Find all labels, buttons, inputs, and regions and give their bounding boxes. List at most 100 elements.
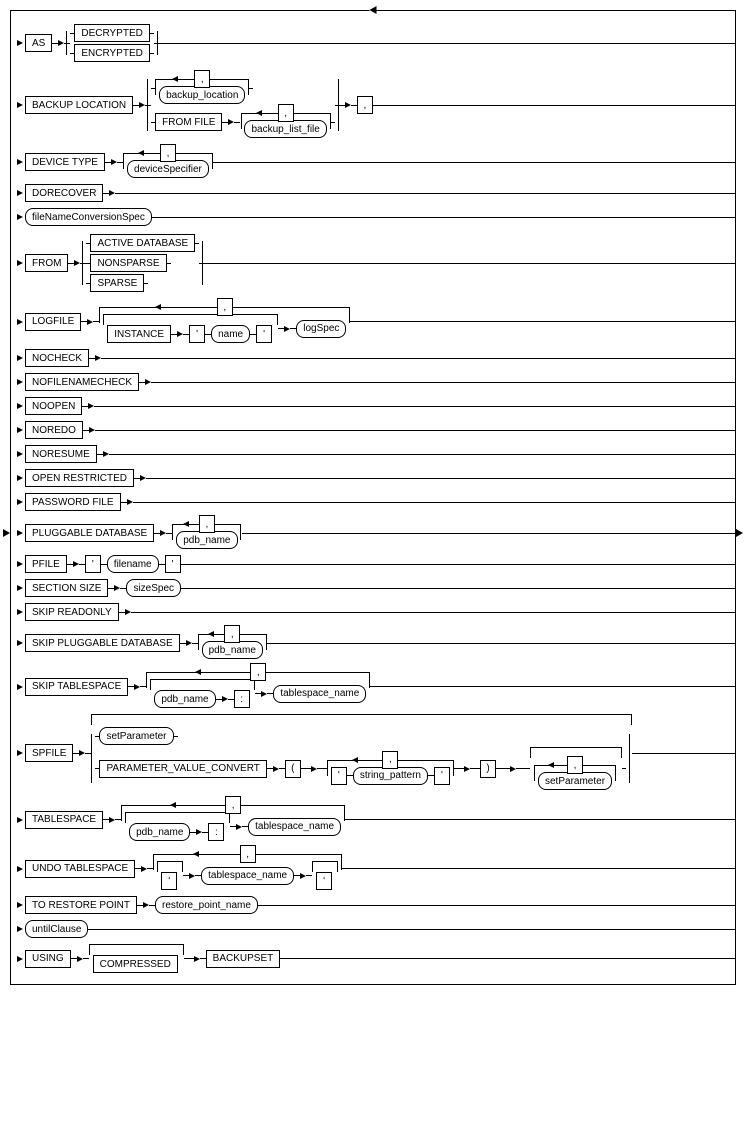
- keyword: TABLESPACE: [25, 811, 103, 829]
- literal: ,: [278, 104, 294, 122]
- literal: ,: [382, 751, 398, 769]
- nonterminal: sizeSpec: [126, 579, 181, 597]
- literal: ': [85, 555, 101, 573]
- loop: ,'tablespace_name': [153, 847, 342, 890]
- keyword: NOFILENAMECHECK: [25, 373, 139, 391]
- alternatives: ,backup_locationFROM FILE,backup_list_fi…: [151, 70, 335, 140]
- literal: ': [165, 555, 181, 573]
- keyword: LOGFILE: [25, 313, 81, 331]
- nonterminal: tablespace_name: [273, 685, 366, 703]
- entry-arrow: [17, 609, 23, 615]
- rail: [107, 430, 735, 431]
- keyword: SKIP READONLY: [25, 603, 119, 621]
- literal: ): [480, 760, 496, 778]
- rail: [376, 686, 735, 687]
- nonterminal: untilClause: [25, 920, 88, 938]
- rail: [286, 958, 735, 959]
- nonterminal: pdb_name: [129, 823, 190, 841]
- keyword: NOREDO: [25, 421, 83, 439]
- keyword: SPARSE: [90, 274, 144, 292]
- rail: [160, 43, 735, 44]
- nonterminal: name: [211, 325, 250, 343]
- entry-arrow: [17, 379, 23, 385]
- rail: [106, 406, 735, 407]
- rail: [94, 929, 735, 930]
- branch: BACKUP LOCATION,backup_locationFROM FILE…: [11, 67, 735, 143]
- nonterminal: setParameter: [99, 727, 173, 745]
- keyword: FROM FILE: [155, 113, 222, 131]
- entry-arrow: [17, 260, 23, 266]
- branch: LOGFILE,INSTANCE'name'logSpec: [11, 297, 735, 346]
- nonterminal: deviceSpecifier: [127, 160, 209, 178]
- optional: pdb_name:: [125, 812, 230, 841]
- nonterminal: fileNameConversionSpec: [25, 208, 152, 226]
- keyword: PASSWORD FILE: [25, 493, 121, 511]
- branch: DEVICE TYPE,deviceSpecifier: [11, 143, 735, 181]
- entry-arrow: [17, 40, 23, 46]
- branch: TO RESTORE POINT restore_point_name: [11, 893, 735, 917]
- branch: NOOPEN: [11, 394, 735, 418]
- literal: ,: [199, 515, 215, 533]
- branch: SKIP TABLESPACE,pdb_name:tablespace_name: [11, 662, 735, 711]
- branch: SKIP READONLY: [11, 600, 735, 624]
- literal: ,: [567, 756, 583, 774]
- loop: ,pdb_name:tablespace_name: [146, 665, 370, 708]
- entry-arrow: [17, 499, 23, 505]
- nonterminal: backup_list_file: [244, 120, 326, 138]
- keyword: PLUGGABLE DATABASE: [25, 524, 154, 542]
- optional: COMPRESSED: [89, 944, 184, 973]
- rail: [248, 533, 736, 534]
- loop: ,pdb_name: [198, 627, 267, 659]
- entry-arrow: [17, 102, 23, 108]
- entry-arrow: [17, 585, 23, 591]
- entry-arrow: [17, 190, 23, 196]
- nonterminal: backup_location: [159, 86, 245, 104]
- loop: ,pdb_name: [172, 517, 241, 549]
- branch: DORECOVER: [11, 181, 735, 205]
- nonterminal: restore_point_name: [155, 896, 258, 914]
- loop: ,backup_list_file: [240, 106, 330, 138]
- optional: ': [157, 861, 183, 890]
- optional: ': [312, 861, 338, 890]
- keyword: TO RESTORE POINT: [25, 896, 137, 914]
- loop: ,deviceSpecifier: [123, 146, 213, 178]
- rail: [187, 564, 735, 565]
- branch: NOFILENAMECHECK: [11, 370, 735, 394]
- branch: PASSWORD FILE: [11, 490, 735, 514]
- entry-arrow: [17, 159, 23, 165]
- keyword: INSTANCE: [107, 325, 171, 343]
- branch: SPFILEsetParameterPARAMETER_VALUE_CONVER…: [11, 711, 735, 795]
- nonterminal: logSpec: [296, 320, 346, 338]
- entry-arrow: [17, 817, 23, 823]
- keyword: NOCHECK: [25, 349, 89, 367]
- alternatives: DECRYPTEDENCRYPTED: [70, 22, 154, 64]
- rail: [187, 588, 735, 589]
- branch: fileNameConversionSpec: [11, 205, 735, 229]
- rail: [113, 358, 735, 359]
- main-entry-arrow: [3, 529, 10, 537]
- literal: ,: [160, 144, 176, 162]
- keyword: ACTIVE DATABASE: [90, 234, 195, 252]
- literal: ,: [194, 70, 210, 88]
- keyword: PARAMETER_VALUE_CONVERT: [99, 760, 266, 778]
- loop: ,setParameter: [534, 758, 616, 790]
- branch: PFILE'filename': [11, 552, 735, 576]
- branch: TABLESPACE,pdb_name:tablespace_name: [11, 795, 735, 844]
- literal: ': [331, 767, 347, 785]
- keyword: NORESUME: [25, 445, 97, 463]
- keyword: DEVICE TYPE: [25, 153, 105, 171]
- keyword: NOOPEN: [25, 397, 82, 415]
- rail: [273, 643, 735, 644]
- alternatives: ACTIVE DATABASENONSPARSESPARSE: [86, 232, 199, 294]
- literal: ': [256, 325, 272, 343]
- entry-arrow: [17, 530, 23, 536]
- branch: OPEN RESTRICTED: [11, 466, 735, 490]
- keyword: SKIP TABLESPACE: [25, 678, 128, 696]
- entry-arrow: [17, 902, 23, 908]
- keyword: OPEN RESTRICTED: [25, 469, 134, 487]
- literal: :: [234, 690, 250, 708]
- entry-arrow: [17, 451, 23, 457]
- branch: ASDECRYPTEDENCRYPTED: [11, 19, 735, 67]
- nonterminal: tablespace_name: [248, 818, 341, 836]
- literal: ': [434, 767, 450, 785]
